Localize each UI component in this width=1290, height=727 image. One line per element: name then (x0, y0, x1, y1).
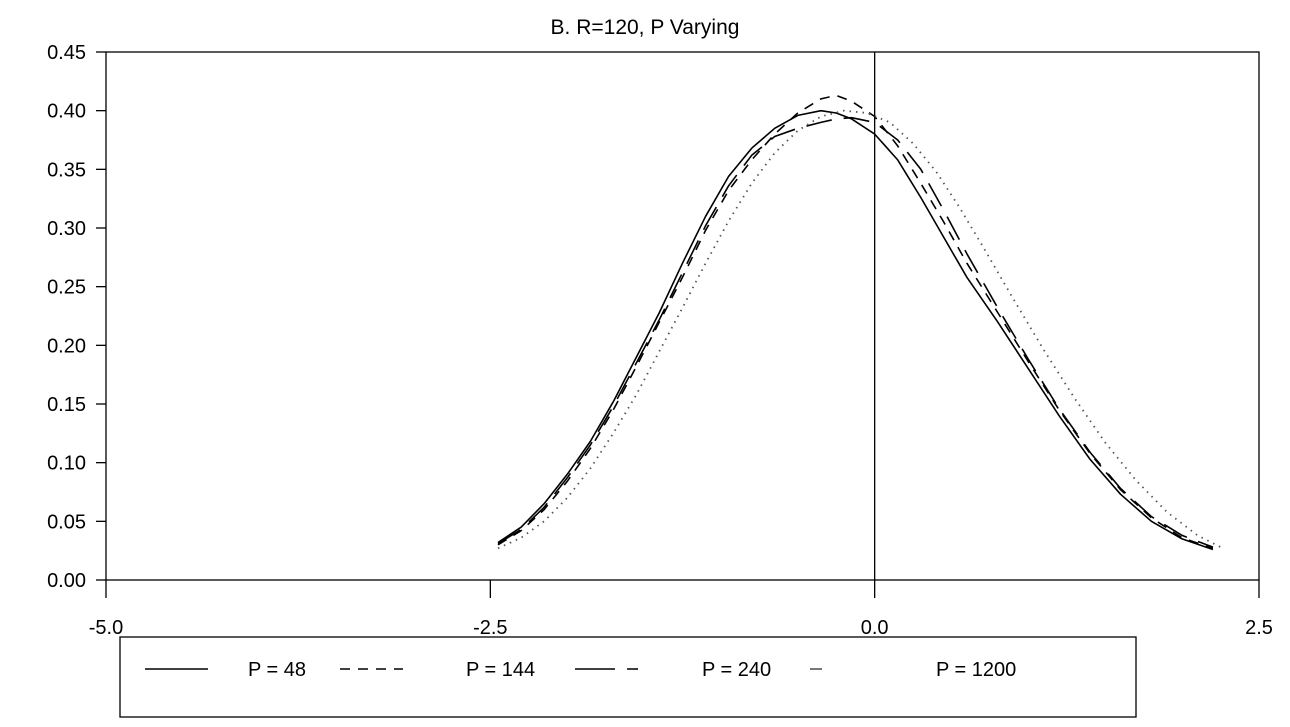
legend: P = 48 P = 144 P = 240 P = 1200 (119, 636, 1137, 718)
y-axis: 0.00 0.05 0.10 0.15 0.20 0.25 0.30 0.35 0.40 0.45 (47, 42, 106, 592)
legend-label-4: P = 1200 (936, 659, 1016, 681)
plot-border (105, 51, 1260, 581)
y-tick-label: 0.30 (47, 218, 86, 240)
y-tick-label: 0.20 (47, 335, 86, 357)
legend-label-1: P = 48 (248, 659, 306, 681)
x-tick-label: 2.5 (1245, 617, 1273, 639)
series-line-1 (497, 109, 1214, 551)
y-tick-label: 0.05 (47, 511, 86, 533)
x-tick-label: -5.0 (89, 617, 123, 639)
x-tick-label: 0.0 (861, 617, 889, 639)
y-tick-label: 0.35 (47, 159, 86, 181)
x-axis: -5.0 -2.5 0.0 2.5 (89, 580, 1273, 639)
y-tick-label: 0.10 (47, 453, 86, 475)
series-line-2 (497, 94, 1214, 550)
y-tick-label: 0.15 (47, 394, 86, 416)
series-line-4 (497, 109, 1222, 550)
legend-label-2: P = 144 (466, 659, 535, 681)
legend-box (119, 636, 1137, 718)
y-tick-label: 0.45 (47, 42, 86, 64)
legend-label-3: P = 240 (702, 659, 771, 681)
chart-title: B. R=120, P Varying (551, 16, 740, 39)
plot-frame (105, 51, 1260, 581)
y-tick-label: 0.00 (47, 570, 86, 592)
y-tick-label: 0.25 (47, 277, 86, 299)
series-layer (497, 94, 1222, 551)
y-tick-label: 0.40 (47, 101, 86, 123)
x-tick-label: -2.5 (473, 617, 507, 639)
series-line-3 (497, 116, 1214, 548)
